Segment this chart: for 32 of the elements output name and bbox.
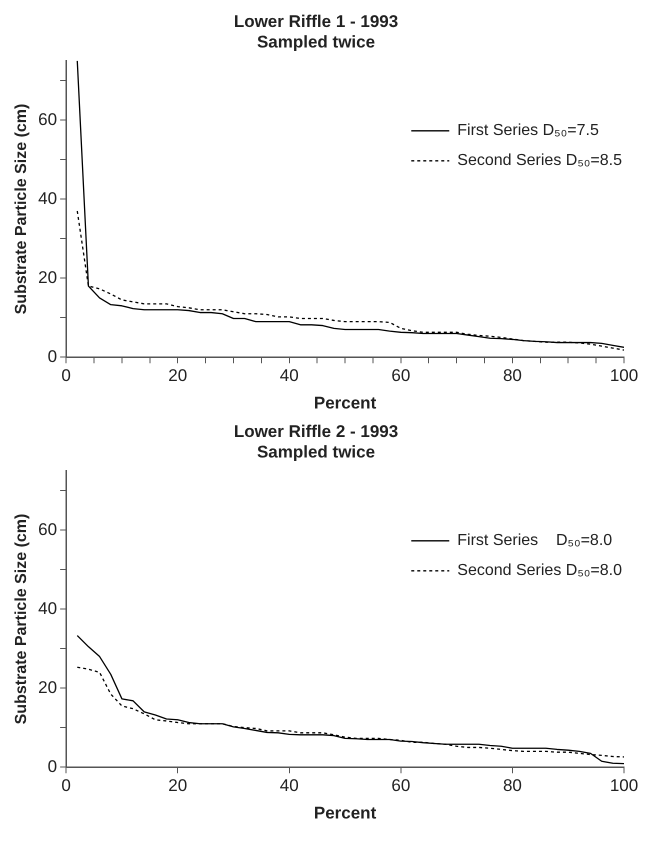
legend-label: Second Series D₅₀=8.5: [457, 152, 622, 170]
chart-title: Lower Riffle 1 - 1993: [234, 12, 398, 31]
y-tick-label: 40: [38, 188, 58, 208]
y-tick-label: 0: [48, 756, 58, 776]
chart-title: Lower Riffle 2 - 1993: [234, 422, 398, 441]
chart-subtitle: Sampled twice: [256, 442, 376, 462]
x-tick-label: 60: [391, 776, 410, 796]
y-tick-label: 0: [48, 346, 58, 366]
x-tick-label: 0: [61, 776, 71, 796]
x-tick-label: 60: [391, 366, 410, 386]
x-tick-label: 80: [502, 366, 522, 386]
y-tick-label: 20: [38, 678, 58, 697]
x-axis-title: Percent: [314, 803, 377, 822]
x-tick-label: 0: [61, 366, 71, 386]
chart-subtitle: Sampled twice: [256, 32, 376, 52]
x-tick-label: 40: [280, 366, 299, 386]
x-tick-label: 20: [168, 366, 188, 386]
x-tick-label: 40: [280, 776, 299, 796]
x-tick-label: 20: [168, 776, 188, 796]
y-tick-label: 60: [38, 520, 58, 539]
y-axis-title: Substrate Particle Size (cm): [13, 514, 30, 724]
x-axis-title: Percent: [314, 393, 377, 412]
x-tick-label: 100: [610, 776, 638, 796]
y-tick-label: 20: [38, 268, 58, 287]
y-tick-label: 40: [38, 598, 58, 618]
legend-label: First Series D₅₀=7.5: [457, 122, 599, 140]
legend-label: First Series D₅₀=8.0: [457, 532, 612, 550]
legend-label: Second Series D₅₀=8.0: [457, 562, 622, 580]
y-axis-title: Substrate Particle Size (cm): [13, 104, 30, 314]
x-tick-label: 100: [610, 366, 638, 386]
y-tick-label: 60: [38, 110, 58, 129]
x-tick-label: 80: [502, 776, 522, 796]
